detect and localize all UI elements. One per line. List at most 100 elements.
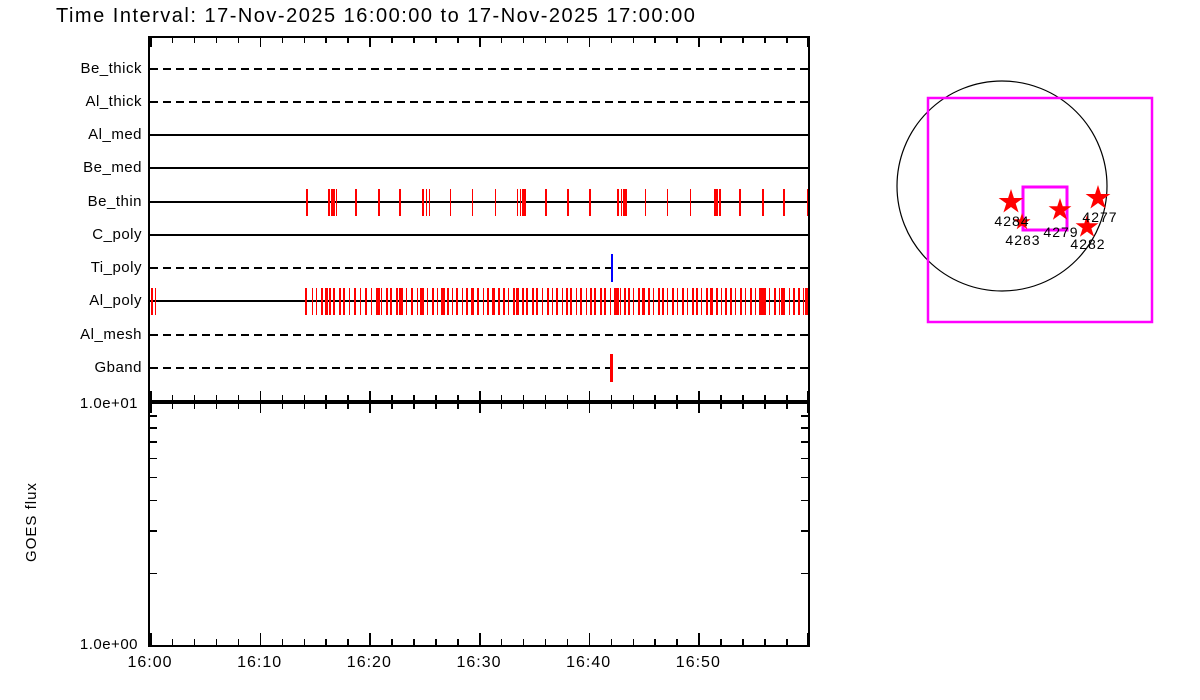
- x-axis-tick: [654, 639, 656, 645]
- x-axis-tick: [457, 404, 459, 409]
- x-axis-tick: [237, 395, 240, 400]
- exposure-tick: [497, 287, 500, 315]
- x-axis-tick: [193, 395, 196, 400]
- x-axis-tick: [303, 404, 306, 409]
- exposure-tick: [768, 287, 771, 315]
- exposure-tick: [730, 287, 733, 315]
- exposure-tick: [447, 287, 450, 315]
- x-axis-tick: [193, 639, 196, 645]
- exposure-tick: [644, 188, 647, 216]
- exposure-tick: [545, 188, 547, 216]
- x-axis-tick: [786, 395, 788, 400]
- x-axis-tick: [786, 38, 788, 43]
- exposure-tick: [359, 287, 362, 315]
- exposure-tick: [151, 287, 153, 315]
- active-region-star-4284: [998, 189, 1024, 213]
- x-axis-tick: [237, 404, 240, 409]
- exposure-tick: [491, 287, 495, 315]
- x-axis-tick: [391, 404, 393, 409]
- time-axis-label: 16:30: [456, 654, 502, 671]
- x-axis-tick: [720, 404, 722, 409]
- exposure-tick: [420, 287, 424, 315]
- x-axis-tick: [654, 395, 656, 400]
- exposure-tick: [449, 188, 452, 216]
- x-axis-tick: [150, 391, 152, 400]
- x-axis-tick: [303, 395, 306, 400]
- y-axis-minor-tick: [801, 499, 808, 502]
- x-axis-tick: [259, 391, 262, 400]
- exposure-tick: [617, 188, 620, 216]
- row-label-c_poly: C_poly: [92, 226, 142, 243]
- x-axis-tick: [632, 639, 635, 645]
- exposure-tick: [477, 287, 479, 315]
- exposure-tick: [426, 287, 429, 315]
- exposure-tick: [744, 287, 747, 315]
- x-axis-tick: [588, 404, 591, 413]
- x-axis-tick: [435, 395, 437, 400]
- x-axis-tick: [610, 38, 613, 43]
- x-axis-tick: [413, 404, 415, 409]
- exposure-tick: [355, 188, 357, 216]
- x-axis-tick: [720, 38, 722, 43]
- exposure-tick: [333, 188, 336, 216]
- exposure-tick: [331, 188, 333, 216]
- exposure-tick: [519, 188, 522, 216]
- x-axis-tick: [500, 404, 503, 409]
- exposure-tick: [614, 287, 616, 315]
- exposure-tick: [390, 287, 393, 315]
- x-axis-tick: [413, 395, 415, 400]
- x-axis-tick: [150, 404, 152, 413]
- exposure-tick: [625, 188, 627, 216]
- exposure-tick: [778, 287, 781, 315]
- exposure-tick: [638, 287, 640, 315]
- x-axis-tick: [698, 633, 700, 645]
- goes-y-max-label: 1.0e+01: [79, 395, 138, 412]
- exposure-tick: [503, 287, 506, 315]
- exposure-tick: [335, 188, 338, 216]
- exposure-tick: [304, 287, 307, 315]
- exposure-tick: [526, 287, 529, 315]
- x-axis-tick: [325, 404, 327, 409]
- x-axis-tick: [479, 391, 481, 400]
- x-axis-tick: [171, 38, 174, 43]
- exposure-tick: [783, 188, 785, 216]
- exposure-tick: [401, 287, 404, 315]
- exposure-tick: [422, 188, 424, 216]
- x-axis-tick: [347, 639, 349, 645]
- y-axis-minor-tick: [801, 427, 808, 429]
- exposure-tick: [541, 287, 544, 315]
- exposure-tick: [386, 287, 388, 315]
- x-axis-tick: [457, 639, 459, 645]
- active-region-label-4277: 4277: [1082, 209, 1117, 225]
- x-axis-tick: [435, 38, 437, 43]
- x-axis-tick: [588, 38, 591, 47]
- exposure-tick: [720, 287, 723, 315]
- filter-row-line-be_med: [150, 167, 808, 169]
- row-label-gband: Gband: [94, 359, 142, 376]
- filter-row-line-be_thick: [150, 68, 808, 70]
- fov-box-outer: [926, 96, 1154, 324]
- exposure-tick: [610, 354, 614, 382]
- x-axis-tick: [369, 391, 371, 400]
- exposure-tick: [522, 287, 524, 315]
- exposure-tick: [531, 287, 534, 315]
- goes-flux-plot-area: [150, 404, 808, 645]
- exposure-tick: [456, 287, 458, 315]
- exposure-tick: [441, 287, 445, 315]
- row-label-al_thick: Al_thick: [85, 93, 142, 110]
- x-axis-tick: [632, 404, 635, 409]
- exposure-tick: [354, 287, 356, 315]
- exposure-tick: [682, 287, 684, 315]
- exposure-tick: [666, 287, 669, 315]
- x-axis-tick: [281, 404, 284, 409]
- x-axis-tick: [806, 633, 808, 645]
- exposure-tick: [315, 287, 318, 315]
- exposure-tick: [471, 188, 474, 216]
- active-region-label-4284: 4284: [994, 213, 1029, 229]
- exposure-tick: [662, 287, 665, 315]
- active-region-label-4279: 4279: [1043, 224, 1078, 240]
- exposure-tick: [411, 287, 413, 315]
- exposure-tick: [547, 287, 549, 315]
- y-axis-minor-tick: [801, 441, 808, 443]
